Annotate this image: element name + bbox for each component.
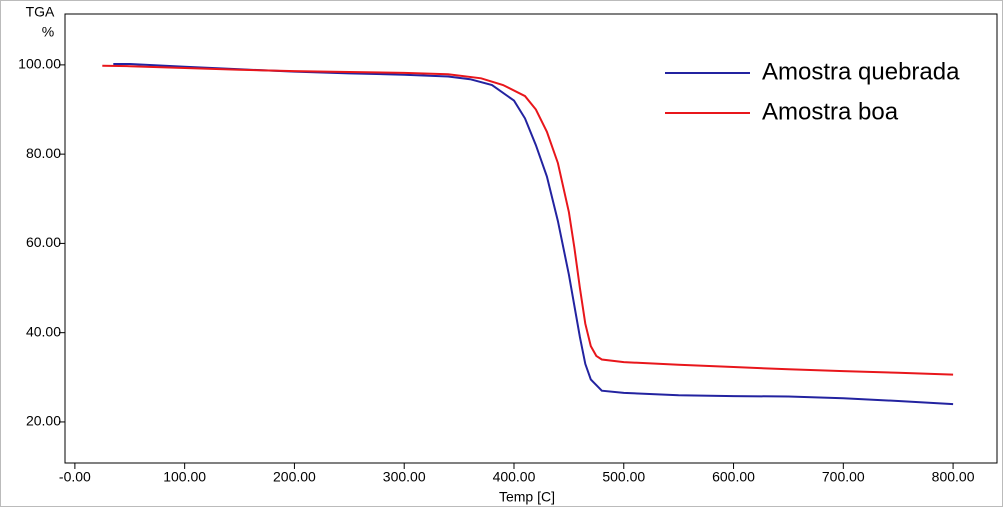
y-tick-label: 100.00 [18, 56, 61, 72]
x-tick-label: 400.00 [493, 469, 536, 485]
legend-label: Amostra quebrada [762, 58, 960, 85]
y-axis-unit: % [42, 24, 54, 40]
x-tick-label: 800.00 [932, 469, 975, 485]
x-tick-label: 500.00 [602, 469, 645, 485]
x-tick-label: -0.00 [59, 469, 91, 485]
y-tick-label: 80.00 [26, 145, 61, 161]
x-tick-label: 200.00 [273, 469, 316, 485]
series-line [102, 64, 954, 376]
y-tick-label: 40.00 [26, 323, 61, 339]
y-tick-label: 60.00 [26, 234, 61, 250]
y-axis-title: TGA [26, 4, 55, 20]
y-tick-label: 20.00 [26, 413, 61, 429]
x-tick-label: 600.00 [712, 469, 755, 485]
legend-label: Amostra boa [762, 98, 899, 125]
x-axis-title: Temp [C] [499, 489, 555, 505]
x-tick-label: 300.00 [383, 469, 426, 485]
x-tick-label: 100.00 [163, 469, 206, 485]
x-tick-label: 700.00 [822, 469, 865, 485]
plot-area [64, 13, 998, 464]
